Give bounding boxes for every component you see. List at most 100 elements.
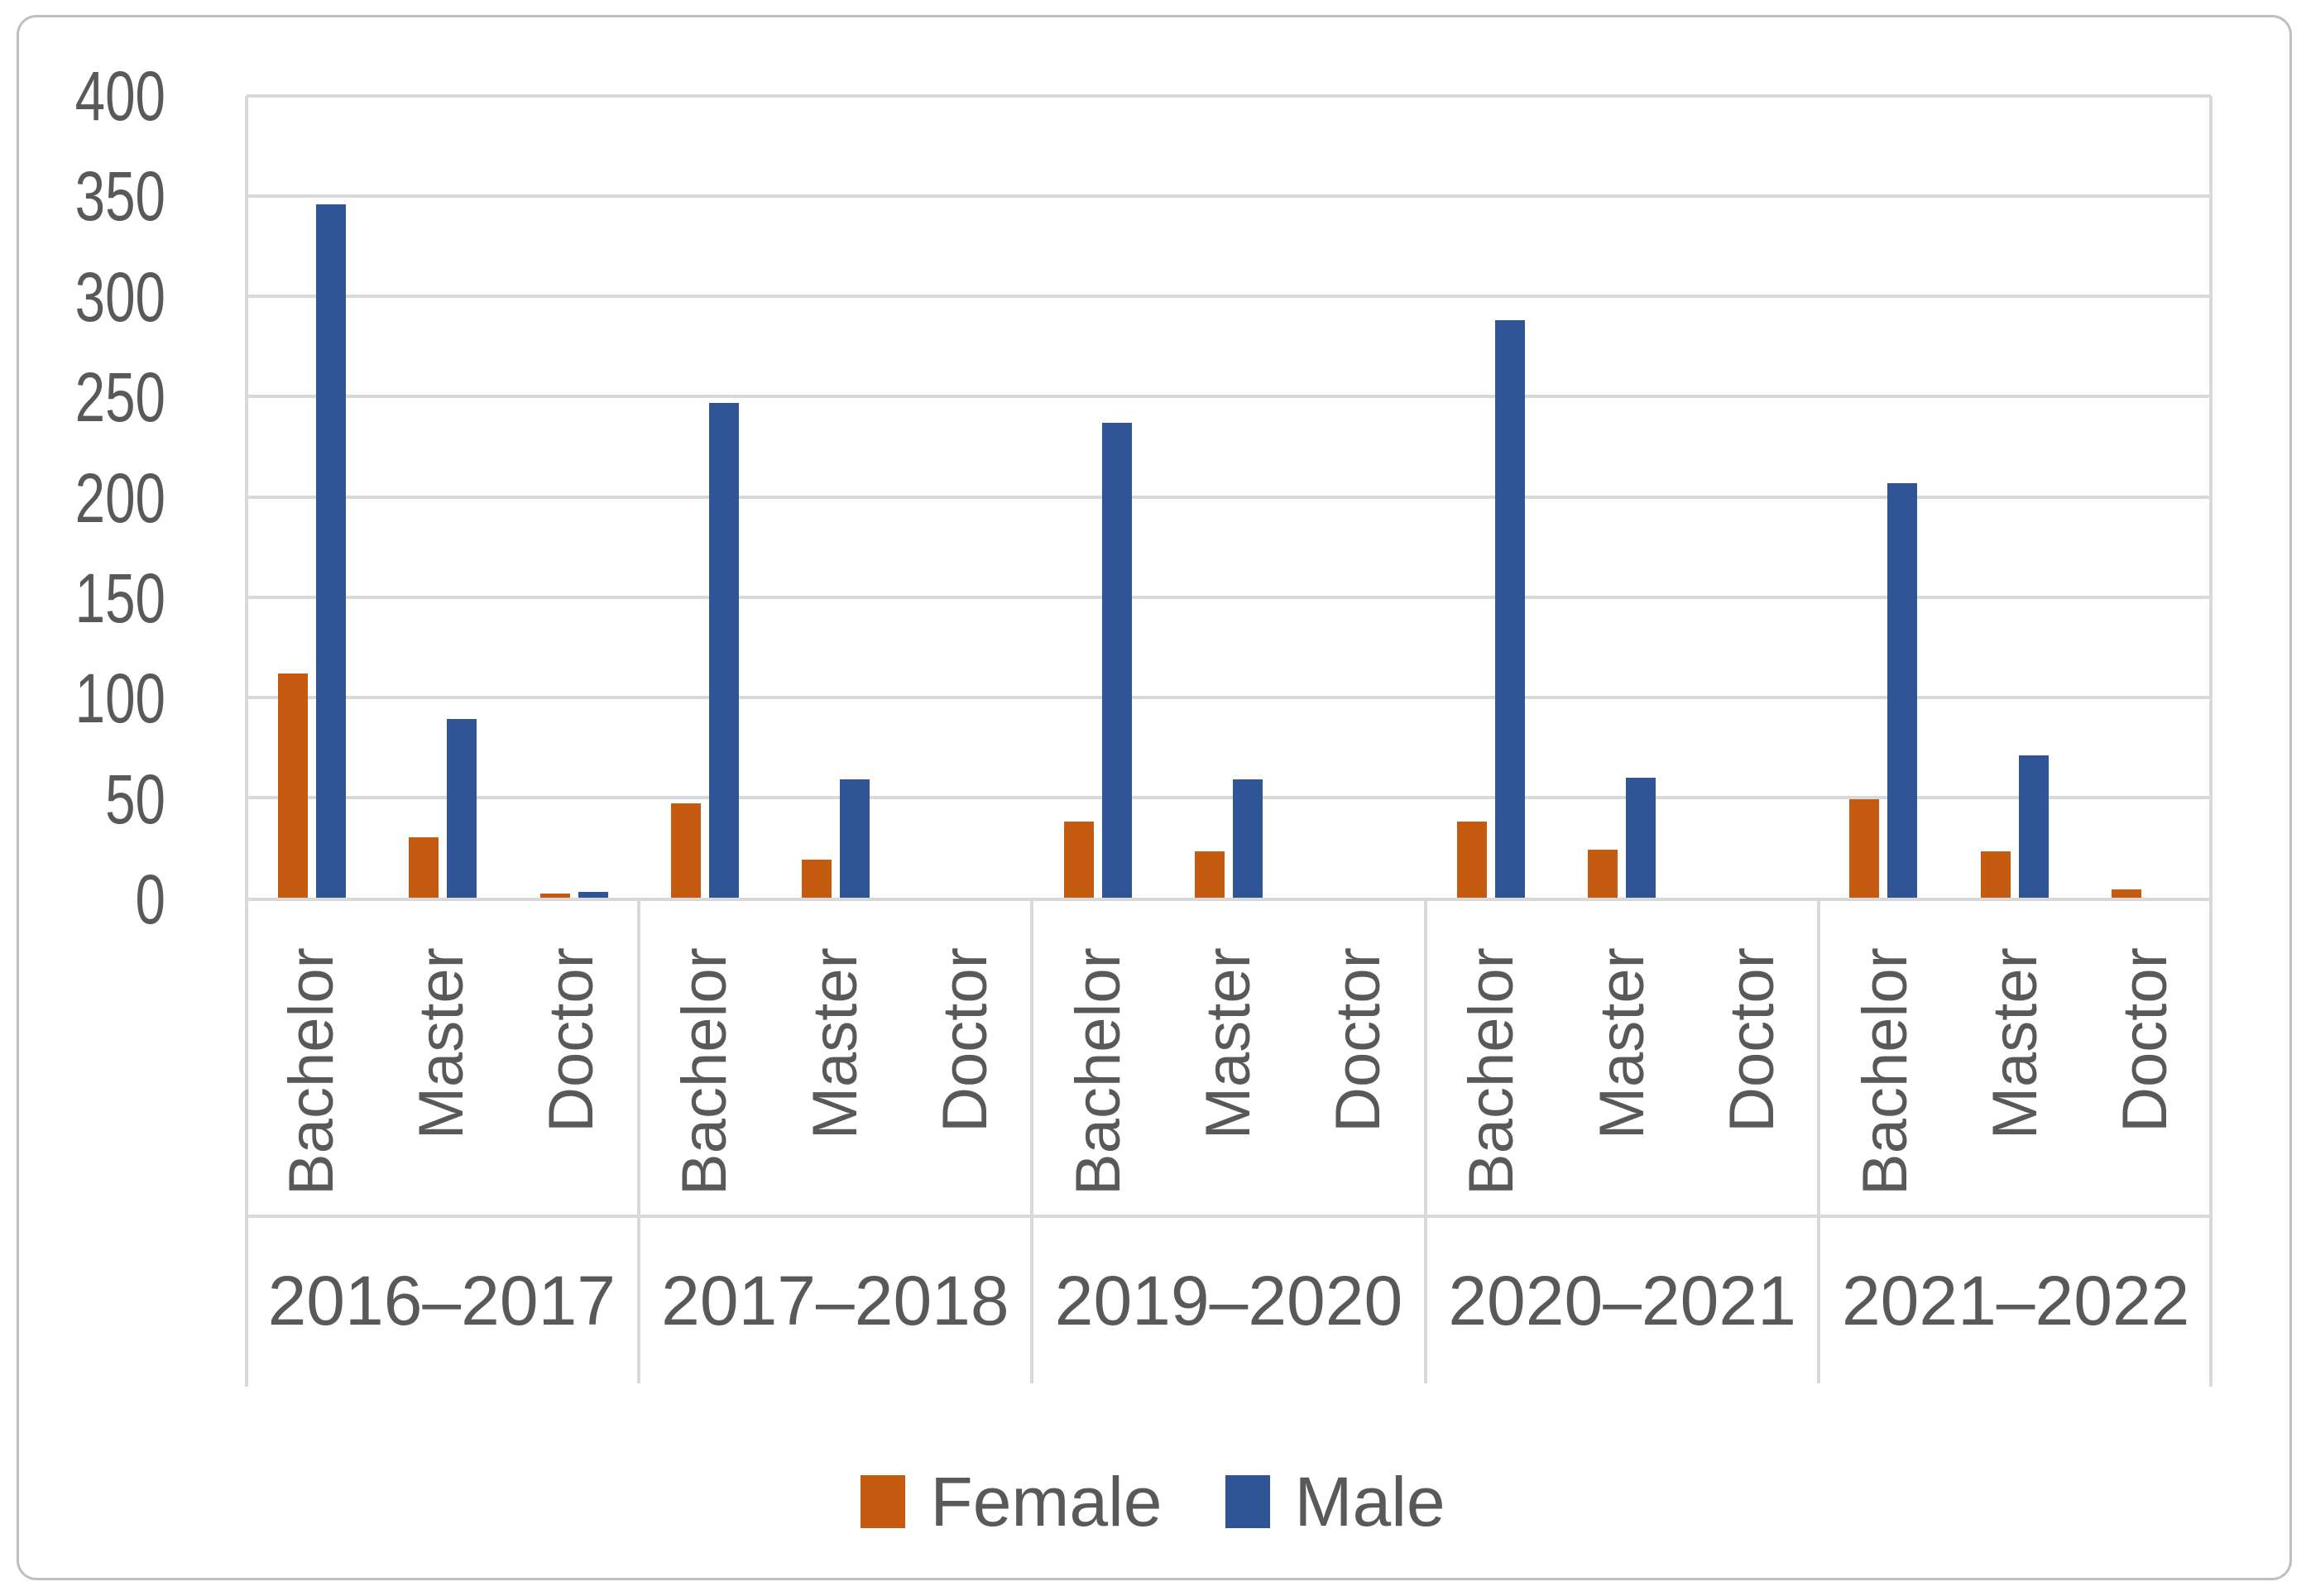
bar-group-2021–2022-Master bbox=[1949, 96, 2079, 898]
category-axis-levels: Bachelor Master Doctor Bachelor Master Doctor… bbox=[247, 901, 2211, 1218]
level-slot-2017–2018-Master: Master bbox=[770, 901, 900, 1215]
year-group-2017–2018 bbox=[640, 96, 1033, 898]
bar-group-2017–2018-Bachelor bbox=[640, 96, 770, 898]
bar-female-2020–2021-master bbox=[1587, 849, 1618, 898]
gridline-150 bbox=[247, 595, 2211, 599]
gridline-50 bbox=[247, 795, 2211, 799]
level-label-master: Master bbox=[1980, 947, 2051, 1140]
year-group-2016–2017 bbox=[247, 96, 640, 898]
bar-male-2016–2017-bachelor bbox=[316, 204, 347, 898]
y-axis-tick-label-250: 250 bbox=[74, 358, 165, 437]
level-slot-2019–2020-Doctor: Doctor bbox=[1294, 901, 1424, 1215]
legend-swatch-male bbox=[1225, 1475, 1270, 1528]
year-label-2020–2021: 2020–2021 bbox=[1427, 1218, 1821, 1383]
level-label-doctor: Doctor bbox=[536, 947, 607, 1133]
level-slot-2020–2021-Master: Master bbox=[1557, 901, 1687, 1215]
year-label-2019–2020: 2019–2020 bbox=[1033, 1218, 1427, 1383]
gridline-250 bbox=[247, 395, 2211, 399]
bar-female-2020–2021-bachelor bbox=[1456, 821, 1487, 898]
bar-male-2019–2020-master bbox=[1232, 779, 1263, 898]
level-label-pane-2019–2020: Bachelor Master Doctor bbox=[1033, 901, 1427, 1215]
level-slot-2016–2017-Doctor: Doctor bbox=[506, 901, 636, 1215]
level-slot-2020–2021-Doctor: Doctor bbox=[1687, 901, 1817, 1215]
level-slot-2019–2020-Bachelor: Bachelor bbox=[1033, 901, 1163, 1215]
bar-male-2021–2022-bachelor bbox=[1887, 482, 1918, 898]
level-slot-2019–2020-Master: Master bbox=[1163, 901, 1293, 1215]
gridline-200 bbox=[247, 495, 2211, 499]
level-label-pane-2016–2017: Bachelor Master Doctor bbox=[247, 901, 640, 1215]
level-slot-2020–2021-Bachelor: Bachelor bbox=[1427, 901, 1557, 1215]
bar-male-2019–2020-bachelor bbox=[1101, 422, 1132, 898]
level-label-master: Master bbox=[1586, 947, 1657, 1140]
level-slot-2017–2018-Bachelor: Bachelor bbox=[640, 901, 770, 1215]
bar-group-2016–2017-Doctor bbox=[509, 96, 640, 898]
plot-area bbox=[247, 94, 2211, 898]
legend-item-male: Male bbox=[1225, 1467, 1445, 1536]
value-axis-line bbox=[245, 96, 248, 1387]
gridline-350 bbox=[247, 194, 2211, 199]
bar-female-2016–2017-doctor bbox=[539, 894, 570, 898]
legend-item-female: Female bbox=[861, 1463, 1163, 1541]
bar-group-2017–2018-Master bbox=[770, 96, 901, 898]
level-label-doctor: Doctor bbox=[2110, 947, 2181, 1133]
level-label-bachelor: Bachelor bbox=[1062, 947, 1134, 1196]
bar-group-2020–2021-Bachelor bbox=[1425, 96, 1556, 898]
bar-series-container bbox=[247, 96, 2211, 898]
bar-group-2019–2020-Master bbox=[1163, 96, 1294, 898]
level-label-pane-2021–2022: Bachelor Master Doctor bbox=[1820, 901, 2211, 1215]
bar-group-2021–2022-Bachelor bbox=[1818, 96, 1949, 898]
level-label-bachelor: Bachelor bbox=[276, 947, 347, 1196]
level-slot-2016–2017-Master: Master bbox=[376, 901, 506, 1215]
gridline-400 bbox=[247, 94, 2211, 98]
legend-swatch-female bbox=[861, 1475, 906, 1528]
bar-female-2016–2017-master bbox=[409, 837, 439, 898]
bar-female-2021–2022-bachelor bbox=[1849, 799, 1880, 898]
year-label-2021–2022: 2021–2022 bbox=[1841, 1261, 2190, 1340]
bar-female-2019–2020-master bbox=[1194, 851, 1225, 898]
year-label-2016–2017: 2016–2017 bbox=[247, 1218, 640, 1383]
level-label-doctor: Doctor bbox=[1716, 947, 1787, 1133]
bar-group-2017–2018-Doctor bbox=[901, 96, 1032, 898]
bar-group-2019–2020-Doctor bbox=[1294, 96, 1425, 898]
bar-female-2017–2018-master bbox=[802, 859, 832, 898]
category-axis-years: 2016–2017 2017–2018 2019–2020 2020–2021 2021… bbox=[247, 1218, 2211, 1383]
level-label-bachelor: Bachelor bbox=[1456, 947, 1527, 1196]
bar-group-2016–2017-Bachelor bbox=[247, 96, 377, 898]
legend-label-male: Male bbox=[1294, 1463, 1445, 1541]
bar-female-2017–2018-bachelor bbox=[670, 803, 701, 898]
bar-group-2020–2021-Master bbox=[1556, 96, 1687, 898]
bar-group-2016–2017-Master bbox=[377, 96, 508, 898]
bar-group-2020–2021-Doctor bbox=[1687, 96, 1818, 898]
level-label-doctor: Doctor bbox=[1323, 947, 1394, 1133]
level-label-master: Master bbox=[799, 947, 870, 1140]
level-slot-2017–2018-Doctor: Doctor bbox=[900, 901, 1030, 1215]
gridline-300 bbox=[247, 295, 2211, 299]
bar-male-2017–2018-bachelor bbox=[708, 402, 739, 898]
category-axis-line bbox=[247, 898, 2211, 901]
level-slot-2021–2022-Doctor: Doctor bbox=[2081, 901, 2211, 1215]
y-axis-tick-label-300: 300 bbox=[74, 257, 165, 336]
level-label-pane-2020–2021: Bachelor Master Doctor bbox=[1427, 901, 1821, 1215]
bar-group-2021–2022-Doctor bbox=[2080, 96, 2211, 898]
plot-right-border-line bbox=[2209, 96, 2213, 1387]
bar-female-2021–2022-master bbox=[1980, 851, 2011, 898]
year-group-2021–2022 bbox=[1818, 96, 2211, 898]
level-slot-2021–2022-Master: Master bbox=[1951, 901, 2081, 1215]
y-axis-tick-label-400: 400 bbox=[74, 57, 165, 135]
level-slot-2021–2022-Bachelor: Bachelor bbox=[1820, 901, 1950, 1215]
legend: Female Male bbox=[0, 1452, 2306, 1551]
year-group-2019–2020 bbox=[1033, 96, 1426, 898]
level-slot-2016–2017-Bachelor: Bachelor bbox=[247, 901, 376, 1215]
level-label-bachelor: Bachelor bbox=[1850, 947, 1921, 1196]
legend-label-female: Female bbox=[930, 1463, 1163, 1541]
level-label-master: Master bbox=[1193, 947, 1264, 1140]
y-axis-tick-label-150: 150 bbox=[74, 558, 165, 637]
bar-male-2020–2021-master bbox=[1625, 777, 1656, 898]
bar-group-2019–2020-Bachelor bbox=[1033, 96, 1163, 898]
year-group-2020–2021 bbox=[1425, 96, 1818, 898]
y-axis-tick-label-50: 50 bbox=[105, 760, 165, 838]
level-label-doctor: Doctor bbox=[929, 947, 1000, 1133]
bar-male-2016–2017-master bbox=[447, 719, 477, 898]
y-axis-tick-label-200: 200 bbox=[74, 458, 165, 537]
